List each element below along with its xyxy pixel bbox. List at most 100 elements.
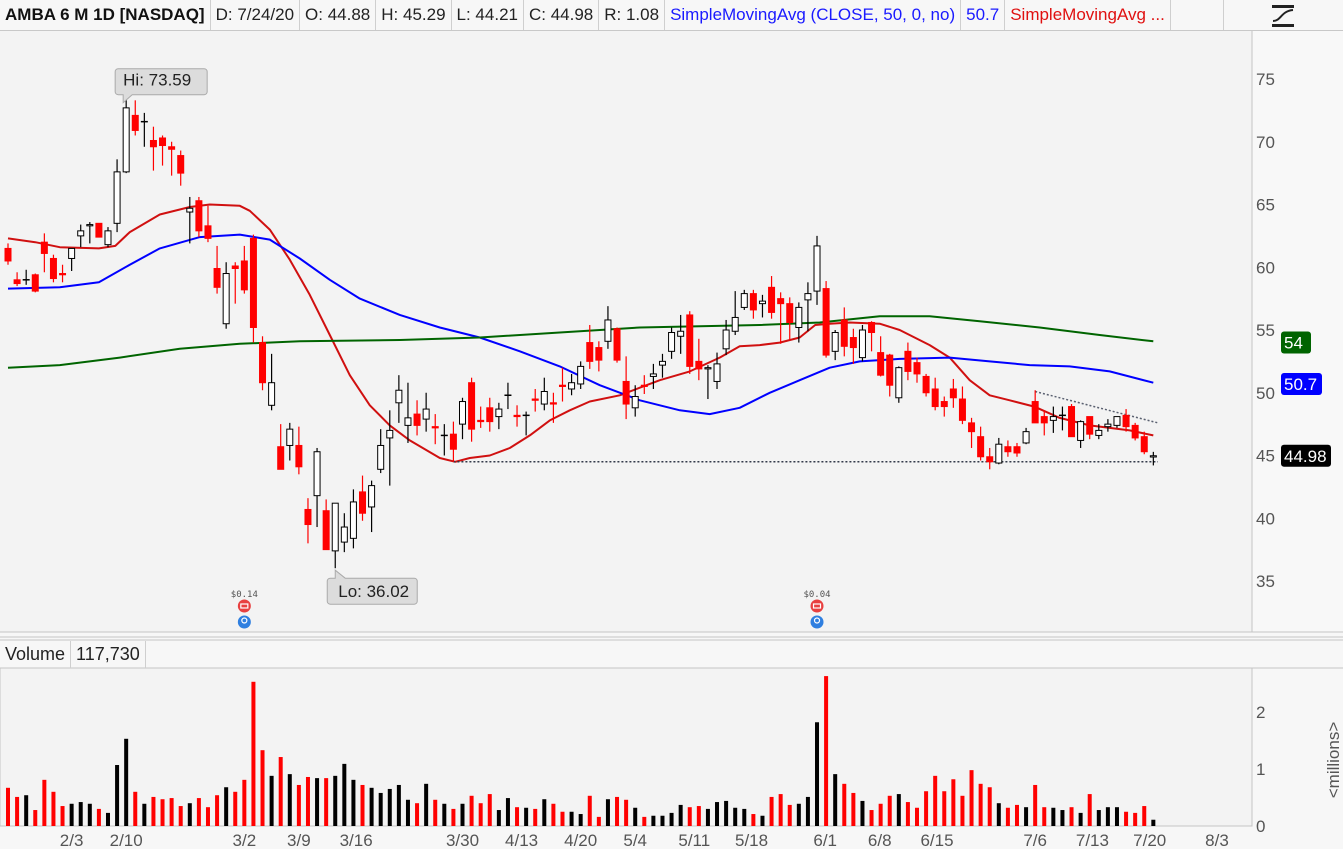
volume-bar[interactable]: [24, 795, 29, 826]
volume-bar[interactable]: [1005, 807, 1010, 826]
volume-bar[interactable]: [1124, 811, 1129, 826]
candle-body[interactable]: [1022, 431, 1030, 444]
volume-bar[interactable]: [51, 791, 56, 826]
volume-bar[interactable]: [996, 803, 1001, 826]
candle-body[interactable]: [731, 316, 739, 332]
volume-bar[interactable]: [178, 806, 183, 826]
candle-body[interactable]: [322, 510, 330, 551]
candle-body[interactable]: [204, 225, 212, 239]
candle-body[interactable]: [840, 319, 848, 347]
candle-body[interactable]: [259, 342, 267, 384]
candle-body[interactable]: [177, 155, 185, 174]
candle-body[interactable]: [159, 137, 167, 147]
volume-bar[interactable]: [133, 791, 138, 826]
volume-bar[interactable]: [196, 798, 201, 826]
volume-bar[interactable]: [896, 794, 901, 826]
volume-bar[interactable]: [333, 775, 338, 826]
volume-bar[interactable]: [405, 799, 410, 826]
candle-body[interactable]: [704, 367, 712, 370]
volume-bar[interactable]: [987, 787, 992, 826]
candle-body[interactable]: [877, 352, 885, 376]
volume-bar[interactable]: [224, 787, 229, 826]
volume-bar[interactable]: [478, 803, 483, 826]
volume-bar[interactable]: [969, 770, 974, 826]
volume-bar[interactable]: [351, 779, 356, 826]
candle-body[interactable]: [59, 273, 67, 276]
volume-bar[interactable]: [578, 814, 583, 826]
candle-body[interactable]: [286, 428, 294, 446]
volume-bar[interactable]: [851, 792, 856, 826]
volume-bar[interactable]: [296, 784, 301, 826]
volume-bar[interactable]: [696, 806, 701, 826]
candle-body[interactable]: [640, 384, 648, 387]
volume-bar[interactable]: [269, 775, 274, 826]
volume-bar[interactable]: [60, 806, 65, 826]
volume-bar[interactable]: [596, 816, 601, 826]
volume-bar[interactable]: [542, 799, 547, 826]
volume-bar[interactable]: [387, 788, 392, 826]
candle-body[interactable]: [540, 390, 548, 405]
candle-body[interactable]: [858, 329, 866, 359]
candle-body[interactable]: [268, 382, 276, 406]
candle-body[interactable]: [895, 367, 903, 399]
volume-bar[interactable]: [1142, 806, 1147, 826]
candle-body[interactable]: [686, 314, 694, 367]
volume-bar[interactable]: [96, 808, 101, 826]
candle-body[interactable]: [649, 373, 657, 377]
candle-body[interactable]: [340, 526, 348, 543]
candle-body[interactable]: [86, 224, 94, 227]
price-plot-area[interactable]: [0, 31, 1252, 632]
candle-body[interactable]: [231, 265, 239, 270]
candle-body[interactable]: [986, 456, 994, 463]
volume-bar[interactable]: [569, 811, 574, 826]
volume-bar[interactable]: [1114, 807, 1119, 826]
bulb-icon[interactable]: [810, 615, 824, 629]
volume-bar[interactable]: [878, 803, 883, 826]
candle-body[interactable]: [386, 429, 394, 439]
candle-body[interactable]: [1077, 421, 1085, 441]
volume-bar[interactable]: [124, 738, 129, 826]
candle-body[interactable]: [122, 107, 130, 173]
candle-body[interactable]: [549, 402, 557, 405]
candle-body[interactable]: [49, 257, 57, 280]
volume-bar[interactable]: [215, 795, 220, 826]
candle-body[interactable]: [958, 398, 966, 421]
volume-bar[interactable]: [669, 812, 674, 826]
candle-body[interactable]: [1086, 416, 1094, 435]
volume-bar[interactable]: [78, 802, 83, 826]
volume-bar[interactable]: [642, 816, 647, 826]
volume-bar[interactable]: [924, 791, 929, 826]
candle-body[interactable]: [968, 422, 976, 433]
volume-bar[interactable]: [260, 750, 265, 826]
volume-bar[interactable]: [342, 763, 347, 826]
volume-bar[interactable]: [724, 800, 729, 826]
volume-bar[interactable]: [324, 778, 329, 826]
volume-bar[interactable]: [233, 791, 238, 826]
candle-body[interactable]: [804, 293, 812, 301]
candle-body[interactable]: [104, 230, 112, 246]
volume-bar[interactable]: [1069, 807, 1074, 826]
candle-body[interactable]: [1149, 455, 1157, 458]
candle-body[interactable]: [131, 114, 139, 131]
candle-body[interactable]: [377, 444, 385, 470]
volume-bar[interactable]: [942, 791, 947, 826]
volume-bar[interactable]: [415, 803, 420, 826]
candle-body[interactable]: [313, 451, 321, 497]
candle-body[interactable]: [295, 444, 303, 468]
volume-bar[interactable]: [305, 776, 310, 826]
volume-bar[interactable]: [1060, 810, 1065, 826]
volume-bar[interactable]: [787, 804, 792, 826]
volume-bar[interactable]: [587, 795, 592, 826]
candle-body[interactable]: [349, 501, 357, 539]
candle-body[interactable]: [449, 433, 457, 450]
candle-body[interactable]: [713, 363, 721, 382]
candle-body[interactable]: [695, 360, 703, 370]
volume-bar[interactable]: [315, 778, 320, 826]
volume-bar[interactable]: [615, 796, 620, 826]
volume-bar[interactable]: [1033, 784, 1038, 826]
candle-body[interactable]: [568, 382, 576, 390]
volume-bar[interactable]: [687, 807, 692, 826]
volume-bar[interactable]: [105, 812, 110, 826]
volume-bar[interactable]: [242, 779, 247, 826]
